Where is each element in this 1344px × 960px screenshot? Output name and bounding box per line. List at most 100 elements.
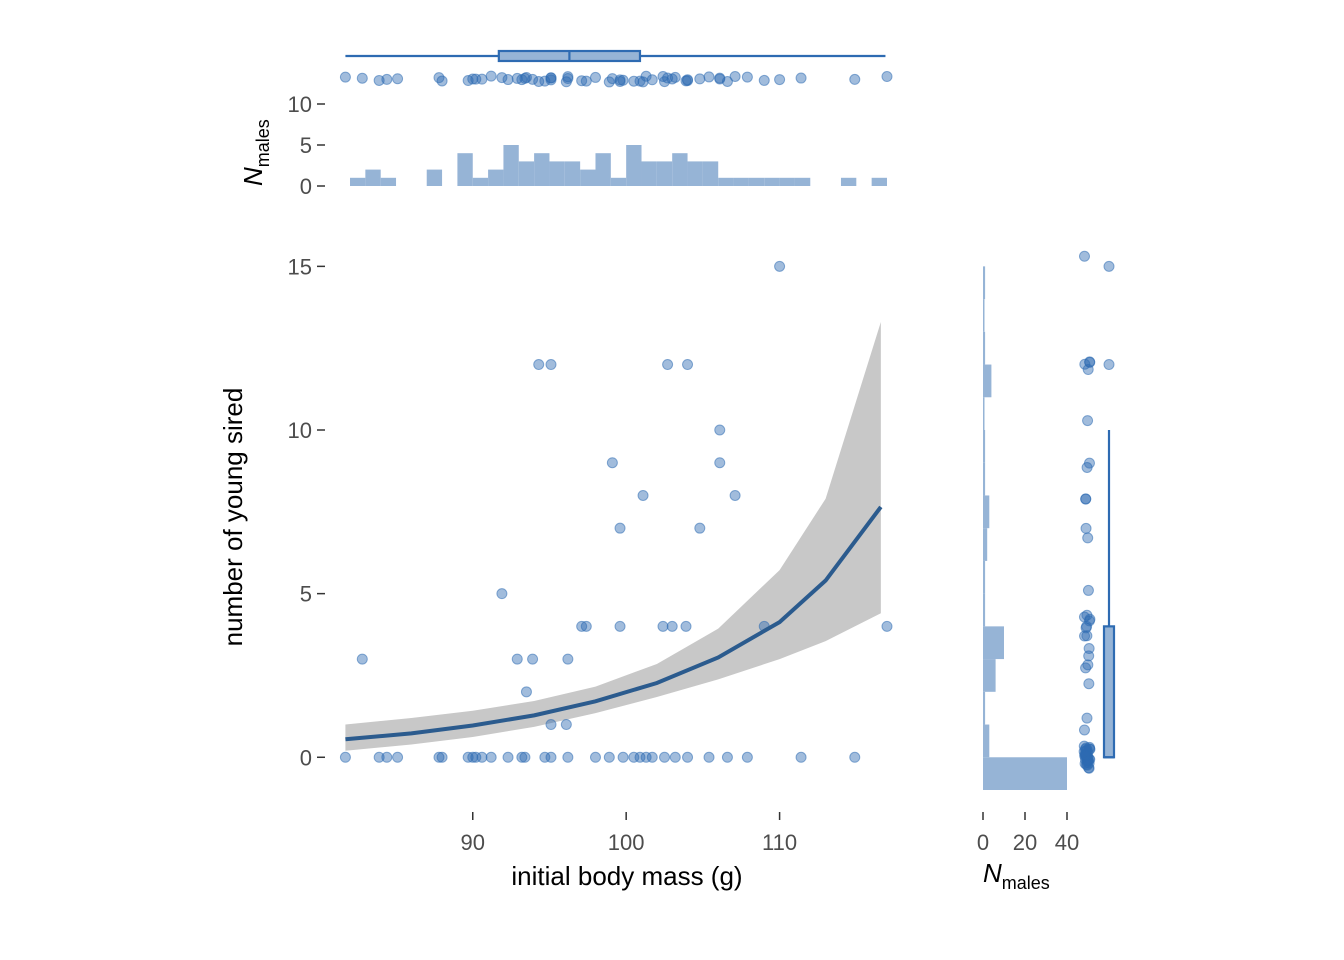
right-hist-bar xyxy=(983,560,986,594)
fit-line xyxy=(345,505,883,742)
top-hist-bar xyxy=(426,169,443,186)
data-point xyxy=(520,686,532,698)
data-point xyxy=(562,653,574,665)
top-jitter-point xyxy=(637,76,649,88)
data-point xyxy=(634,751,646,763)
top-jitter-points xyxy=(339,70,893,88)
top-jitter-point xyxy=(470,73,482,85)
top-hist-bar xyxy=(380,177,397,186)
right-outlier xyxy=(1103,260,1115,272)
top-jitter-point xyxy=(646,74,658,86)
data-point xyxy=(680,620,692,632)
data-point xyxy=(516,751,528,763)
data-point xyxy=(496,588,508,600)
right-jitter-point xyxy=(1080,493,1092,505)
data-point xyxy=(795,751,807,763)
top-hist-bar xyxy=(641,161,657,186)
y-axis: 0 5 10 15 xyxy=(288,254,325,770)
right-x-tick-label: 0 xyxy=(977,830,989,855)
data-point xyxy=(433,751,445,763)
top-jitter-point xyxy=(520,71,532,83)
confidence-ribbon xyxy=(345,322,881,751)
data-point xyxy=(470,751,482,763)
top-jitter-point xyxy=(589,71,601,83)
top-jitter-point xyxy=(774,74,786,86)
data-point xyxy=(694,522,706,534)
data-point xyxy=(714,424,726,436)
data-point xyxy=(392,751,404,763)
data-point xyxy=(714,457,726,469)
top-jitter-point xyxy=(496,72,508,84)
top-hist-bar xyxy=(472,177,489,186)
x-tick-label: 100 xyxy=(608,830,645,855)
data-point xyxy=(682,751,694,763)
top-boxplot xyxy=(345,49,886,63)
right-hist-bar xyxy=(983,462,986,496)
top-marginal-panel: 0 5 10 Nmales xyxy=(238,49,893,199)
top-jitter-point xyxy=(849,73,861,85)
top-hist-bar xyxy=(595,153,611,186)
top-jitter-point xyxy=(741,71,753,83)
data-point xyxy=(646,751,658,763)
top-hist-bar xyxy=(626,145,642,186)
top-hist-bar xyxy=(503,145,519,186)
x-axis: 90 100 110 xyxy=(461,812,797,855)
right-hist-bar xyxy=(983,266,986,300)
data-point xyxy=(741,751,753,763)
right-jitter-point xyxy=(1082,532,1094,544)
data-point xyxy=(467,751,479,763)
right-hist-bar xyxy=(983,724,990,758)
data-point xyxy=(617,751,629,763)
top-hist-bar xyxy=(549,161,565,186)
data-point xyxy=(637,489,649,501)
data-point xyxy=(881,620,893,632)
data-point xyxy=(657,620,669,632)
right-hist-bar xyxy=(983,528,988,561)
top-axis-title: Nmales xyxy=(238,119,273,186)
top-y-tick-label: 5 xyxy=(300,133,312,158)
right-hist-bar xyxy=(983,659,996,692)
data-point xyxy=(849,751,861,763)
top-jitter-point xyxy=(339,71,351,83)
data-point xyxy=(436,751,448,763)
right-hist-bar xyxy=(983,364,992,398)
data-point xyxy=(729,489,741,501)
right-hist-bar xyxy=(983,299,985,332)
right-jitter-points xyxy=(1078,250,1096,774)
right-jitter-point xyxy=(1083,678,1095,690)
data-point xyxy=(560,719,572,731)
data-point xyxy=(628,751,640,763)
top-jitter-point xyxy=(758,74,770,86)
right-histogram xyxy=(983,266,1067,790)
data-point xyxy=(339,751,351,763)
top-jitter-point xyxy=(467,73,479,85)
data-point xyxy=(721,751,733,763)
x-axis-title: initial body mass (g) xyxy=(511,861,742,891)
right-jitter-point xyxy=(1081,630,1093,642)
top-hist-bar xyxy=(779,177,795,186)
data-point xyxy=(562,751,574,763)
right-outlier xyxy=(1103,359,1115,371)
top-jitter-point xyxy=(795,72,807,84)
right-hist-bar xyxy=(983,430,986,463)
top-y-axis: 0 5 10 xyxy=(288,92,325,199)
right-x-tick-label: 40 xyxy=(1055,830,1079,855)
right-jitter-point xyxy=(1084,753,1096,765)
top-hist-bar xyxy=(488,169,504,186)
top-hist-bar xyxy=(764,177,780,186)
top-jitter-point xyxy=(714,73,726,85)
right-hist-bar xyxy=(983,397,985,430)
right-jitter-point xyxy=(1082,415,1094,427)
data-point xyxy=(703,751,715,763)
top-jitter-point xyxy=(682,74,694,86)
data-point xyxy=(580,620,592,632)
top-hist-bar xyxy=(702,161,719,186)
right-jitter-point xyxy=(1080,522,1092,534)
x-tick-label: 110 xyxy=(762,830,797,855)
y-axis-title: number of young sired xyxy=(218,388,248,647)
top-hist-bar xyxy=(656,161,673,186)
top-jitter-point xyxy=(527,73,539,85)
top-hist-bar xyxy=(580,169,596,186)
top-hist-bar xyxy=(733,177,749,186)
data-point xyxy=(545,719,557,731)
